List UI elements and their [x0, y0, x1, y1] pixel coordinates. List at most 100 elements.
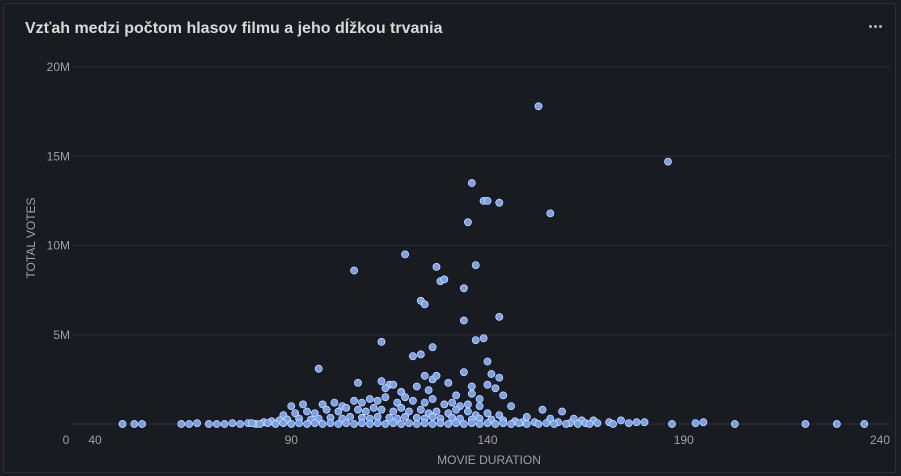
data-point [287, 402, 296, 410]
y-tick-label: 10M [47, 239, 70, 253]
data-point [177, 420, 186, 428]
x-axis-label: MOVIE DURATION [437, 453, 541, 467]
x-tick-label: 190 [674, 433, 694, 447]
grid-lines [72, 66, 890, 425]
data-point [310, 409, 319, 418]
data-point [522, 420, 531, 428]
data-point [342, 403, 351, 412]
data-point [385, 413, 394, 422]
x-tick-label: 140 [477, 433, 497, 447]
data-point [463, 218, 472, 227]
data-point [463, 400, 472, 409]
data-point [204, 420, 213, 428]
data-point [405, 407, 413, 416]
data-point [354, 405, 362, 414]
data-point [558, 407, 566, 416]
data-point [377, 337, 386, 346]
data-point [495, 312, 504, 321]
data-point [624, 419, 633, 427]
data-point [412, 420, 421, 428]
data-point [346, 412, 354, 421]
data-point [432, 371, 441, 380]
data-point [483, 419, 492, 427]
data-point [467, 382, 476, 391]
data-point [467, 419, 476, 427]
data-point [369, 403, 378, 412]
data-point [408, 352, 417, 361]
data-point [483, 357, 492, 366]
data-point [585, 420, 594, 428]
data-point [542, 419, 551, 427]
data-point [428, 343, 437, 352]
data-point [389, 380, 398, 389]
data-point [499, 419, 508, 427]
data-point [299, 400, 307, 409]
data-point [444, 420, 453, 428]
data-point [350, 420, 358, 428]
data-point [401, 393, 409, 402]
data-point [538, 405, 547, 414]
data-point [193, 419, 201, 427]
data-point [271, 420, 280, 428]
data-point [314, 364, 323, 373]
data-point [664, 157, 672, 166]
data-point [330, 398, 339, 407]
x-tick-label: 40 [88, 433, 102, 447]
data-point [507, 420, 515, 428]
data-point [310, 419, 319, 427]
data-point [546, 209, 555, 218]
data-point [440, 400, 449, 409]
data-point [573, 420, 582, 428]
data-point [617, 416, 625, 425]
data-point [381, 393, 390, 402]
data-point [860, 420, 869, 428]
chart-panel: Vzťah medzi počtom hlasov filmu a jeho d… [3, 3, 896, 473]
data-point [495, 373, 504, 382]
data-point [373, 396, 382, 405]
data-point [248, 419, 256, 427]
data-point [377, 377, 386, 386]
data-point [138, 420, 146, 428]
more-horizontal-icon[interactable] [865, 18, 885, 34]
data-point [471, 261, 480, 269]
data-point [389, 419, 398, 427]
data-point [440, 275, 449, 284]
data-point [357, 419, 366, 427]
data-point [483, 409, 492, 418]
data-point [491, 420, 500, 428]
data-point [475, 420, 484, 428]
data-point [365, 420, 374, 428]
data-point [483, 380, 492, 389]
data-point [432, 262, 441, 271]
data-point [342, 419, 351, 427]
data-point [534, 420, 543, 428]
data-point [263, 419, 272, 427]
chart-title: Vzťah medzi počtom hlasov filmu a jeho d… [25, 20, 443, 37]
data-point [279, 419, 288, 427]
data-point [377, 405, 386, 414]
data-point [459, 284, 468, 293]
data-point [291, 409, 300, 418]
data-point [475, 395, 484, 403]
data-point [373, 419, 382, 427]
data-point [318, 420, 327, 428]
data-point [668, 420, 676, 428]
data-point [448, 413, 457, 422]
data-point [405, 419, 413, 427]
data-point [699, 418, 708, 427]
data-point [397, 387, 406, 396]
data-point [397, 403, 406, 412]
data-point [691, 419, 700, 427]
y-tick-label: 20M [47, 60, 70, 74]
data-point [408, 396, 417, 405]
data-point [397, 420, 406, 428]
data-point [436, 419, 445, 427]
data-point [185, 420, 194, 428]
data-point [354, 378, 362, 387]
data-point [334, 420, 343, 428]
data-point [491, 384, 500, 393]
data-point [212, 420, 221, 428]
data-point [444, 378, 453, 387]
data-point [801, 420, 810, 428]
data-point [228, 419, 237, 427]
